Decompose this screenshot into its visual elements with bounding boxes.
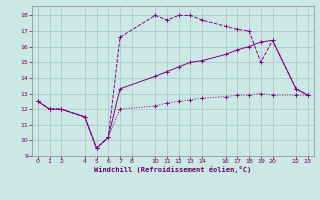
X-axis label: Windchill (Refroidissement éolien,°C): Windchill (Refroidissement éolien,°C) [94, 166, 252, 173]
